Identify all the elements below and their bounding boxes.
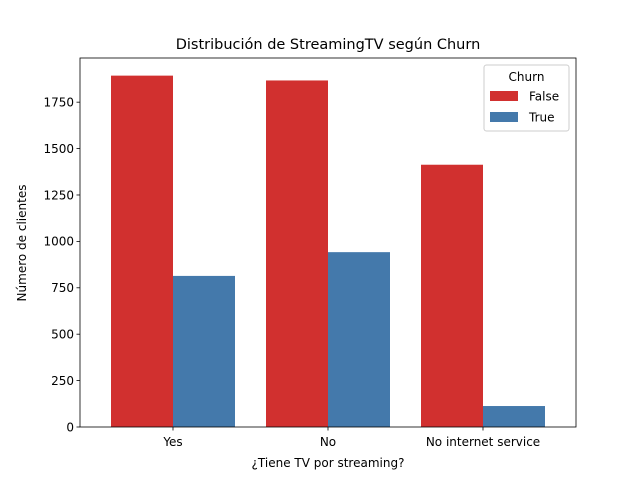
bar-false-yes bbox=[111, 75, 173, 427]
bar-true-no-internet-service bbox=[483, 406, 545, 427]
axes-group: 0 250 500 750 1000 1250 1500 1750 Yes No No intern… bbox=[43, 57, 577, 449]
legend-label-false: False bbox=[529, 90, 559, 104]
y-axis-title: Número de clientes bbox=[15, 185, 29, 302]
bar-false-no bbox=[266, 80, 328, 428]
legend: Churn False True bbox=[483, 64, 570, 132]
legend-swatch-true bbox=[490, 112, 518, 122]
x-tick-label: No bbox=[320, 435, 336, 449]
bar-true-no bbox=[328, 252, 390, 427]
y-tick-label: 0 bbox=[66, 420, 74, 434]
chart-title: Distribución de StreamingTV según Churn bbox=[176, 37, 481, 53]
y-tick-label: 1500 bbox=[43, 142, 74, 156]
bars-group bbox=[111, 75, 545, 428]
legend-swatch-false bbox=[490, 91, 518, 101]
y-tick-label: 1750 bbox=[43, 95, 74, 109]
x-tick-label: No internet service bbox=[426, 435, 540, 449]
legend-title: Churn bbox=[509, 70, 545, 84]
y-tick-label: 250 bbox=[51, 374, 74, 388]
bar-true-yes bbox=[173, 275, 235, 427]
y-tick-label: 1250 bbox=[43, 188, 74, 202]
y-tick-label: 750 bbox=[51, 281, 74, 295]
y-tick-label: 500 bbox=[51, 327, 74, 341]
legend-label-true: True bbox=[528, 111, 555, 125]
x-tick-label: Yes bbox=[162, 435, 182, 449]
y-tick-label: 1000 bbox=[43, 235, 74, 249]
x-axis-title: ¿Tiene TV por streaming? bbox=[252, 456, 405, 470]
bar-false-no-internet-service bbox=[421, 164, 483, 428]
